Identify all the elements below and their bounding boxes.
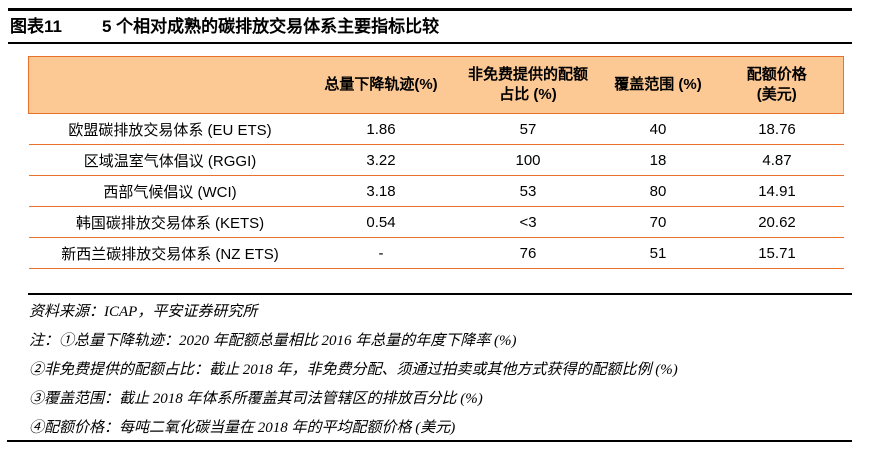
notes-section: 资料来源：ICAP，平安证券研究所 注：①总量下降轨迹：2020 年配额总量相比… xyxy=(28,293,852,443)
col-header-price: 配额价格 (美元) xyxy=(710,56,844,114)
figure-header: 图表11 5 个相对成熟的碳排放交易体系主要指标比较 xyxy=(8,8,852,44)
system-name: 新西兰碳排放交易体系 (NZ ETS) xyxy=(28,237,312,269)
note-line-4: ④配额价格：每吨二氧化碳当量在 2018 年的平均配额价格 (美元) xyxy=(29,420,456,436)
col-header-coverage: 覆盖范围 (%) xyxy=(605,56,711,114)
comparison-table: 总量下降轨迹(%) 非免费提供的配额 占比 (%) 覆盖范围 (%) 配额价格 (美… xyxy=(28,56,844,269)
cap-decline-value: - xyxy=(311,237,451,269)
nonfree-allowance-value: 76 xyxy=(450,237,606,269)
bottom-rule xyxy=(7,440,852,442)
price-value: 18.76 xyxy=(710,113,844,145)
cap-decline-value: 1.86 xyxy=(311,113,451,145)
cap-decline-value: 0.54 xyxy=(311,206,451,238)
table-row-nz-ets: 新西兰碳排放交易体系 (NZ ETS) - 76 51 15.71 xyxy=(28,237,844,269)
coverage-value: 18 xyxy=(605,144,711,176)
nonfree-allowance-value: 57 xyxy=(450,113,606,145)
col-header-system xyxy=(28,56,312,114)
coverage-value: 80 xyxy=(605,175,711,207)
table-row-rggi: 区域温室气体倡议 (RGGI) 3.22 100 18 4.87 xyxy=(28,144,844,176)
comparison-table-wrap: 总量下降轨迹(%) 非免费提供的配额 占比 (%) 覆盖范围 (%) 配额价格 (美… xyxy=(28,56,844,269)
coverage-value: 51 xyxy=(605,237,711,269)
coverage-value: 70 xyxy=(605,206,711,238)
nonfree-allowance-value: <3 xyxy=(450,206,606,238)
cap-decline-value: 3.18 xyxy=(311,175,451,207)
source-note: 资料来源：ICAP，平安证券研究所 xyxy=(29,304,258,320)
price-value: 14.91 xyxy=(710,175,844,207)
note-line-3: ③覆盖范围：截止 2018 年体系所覆盖其司法管辖区的排放百分比 (%) xyxy=(29,391,483,407)
table-row-kets: 韩国碳排放交易体系 (KETS) 0.54 <3 70 20.62 xyxy=(28,206,844,238)
system-name: 欧盟碳排放交易体系 (EU ETS) xyxy=(28,113,312,145)
header-row: 总量下降轨迹(%) 非免费提供的配额 占比 (%) 覆盖范围 (%) 配额价格 (美… xyxy=(28,56,844,114)
note-line-1: 注：①总量下降轨迹：2020 年配额总量相比 2016 年总量的年度下降率 (%… xyxy=(29,333,517,349)
col-header-nonfree-allowance: 非免费提供的配额 占比 (%) xyxy=(450,56,606,114)
col-header-cap-decline: 总量下降轨迹(%) xyxy=(311,56,451,114)
note-line-2: ②非免费提供的配额占比：截止 2018 年，非免费分配、须通过拍卖或其他方式获得… xyxy=(29,362,678,378)
coverage-value: 40 xyxy=(605,113,711,145)
system-name: 西部气候倡议 (WCI) xyxy=(28,175,312,207)
nonfree-allowance-value: 53 xyxy=(450,175,606,207)
cap-decline-value: 3.22 xyxy=(311,144,451,176)
system-name: 区域温室气体倡议 (RGGI) xyxy=(28,144,312,176)
figure-label: 图表11 xyxy=(10,17,62,36)
price-value: 20.62 xyxy=(710,206,844,238)
table-row-wci: 西部气候倡议 (WCI) 3.18 53 80 14.91 xyxy=(28,175,844,207)
price-value: 4.87 xyxy=(710,144,844,176)
price-value: 15.71 xyxy=(710,237,844,269)
figure-title: 5 个相对成熟的碳排放交易体系主要指标比较 xyxy=(101,17,440,36)
nonfree-allowance-value: 100 xyxy=(450,144,606,176)
table-row-eu-ets: 欧盟碳排放交易体系 (EU ETS) 1.86 57 40 18.76 xyxy=(28,113,844,145)
system-name: 韩国碳排放交易体系 (KETS) xyxy=(28,206,312,238)
